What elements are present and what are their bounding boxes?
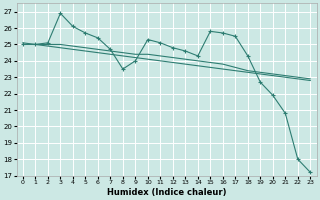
X-axis label: Humidex (Indice chaleur): Humidex (Indice chaleur): [107, 188, 226, 197]
